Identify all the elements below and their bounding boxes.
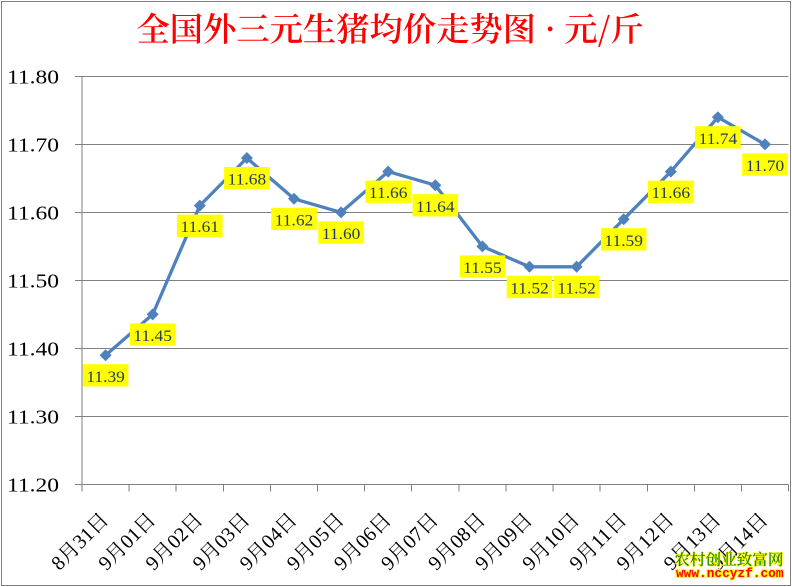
svg-text:11.50: 11.50 xyxy=(7,271,59,293)
svg-text:11.52: 11.52 xyxy=(557,280,596,297)
svg-text:11.70: 11.70 xyxy=(746,158,785,175)
svg-text:11.64: 11.64 xyxy=(416,199,455,216)
svg-text:11.61: 11.61 xyxy=(181,219,220,236)
svg-text:11.45: 11.45 xyxy=(133,328,172,345)
svg-text:11.60: 11.60 xyxy=(7,203,59,225)
svg-text:11.39: 11.39 xyxy=(86,369,125,386)
svg-text:11.80: 11.80 xyxy=(7,67,59,89)
svg-text:11.66: 11.66 xyxy=(652,185,691,202)
svg-text:11.74: 11.74 xyxy=(699,131,738,148)
svg-text:www.nccyzf.com: www.nccyzf.com xyxy=(676,566,784,581)
svg-text:11.62: 11.62 xyxy=(275,212,314,229)
svg-text:11.40: 11.40 xyxy=(7,339,59,361)
svg-text:11.55: 11.55 xyxy=(463,260,502,277)
svg-text:11.70: 11.70 xyxy=(7,135,59,157)
svg-text:11.52: 11.52 xyxy=(510,280,549,297)
svg-text:11.66: 11.66 xyxy=(369,185,408,202)
svg-text:11.68: 11.68 xyxy=(228,172,267,189)
svg-text:11.20: 11.20 xyxy=(7,475,59,497)
svg-text:11.59: 11.59 xyxy=(604,233,643,250)
svg-text:11.60: 11.60 xyxy=(322,226,361,243)
svg-text:11.30: 11.30 xyxy=(7,407,59,429)
